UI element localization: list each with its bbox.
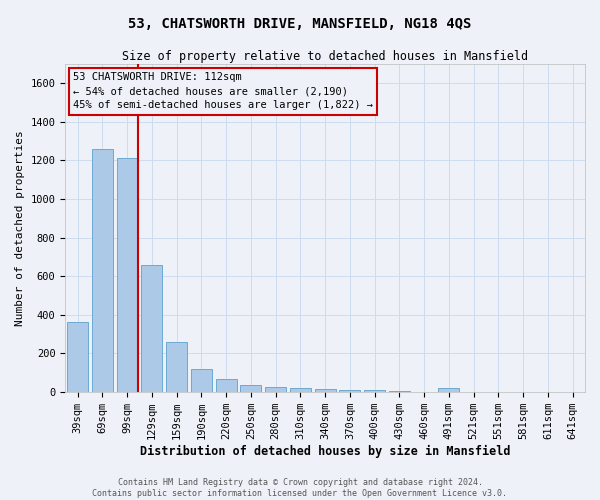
Bar	[215, 378, 236, 392]
Bar	[67, 322, 88, 392]
Bar	[116, 158, 137, 392]
Bar	[364, 390, 385, 392]
Title: Size of property relative to detached houses in Mansfield: Size of property relative to detached ho…	[122, 50, 528, 63]
Bar	[191, 368, 212, 392]
Bar	[389, 390, 410, 392]
Text: Contains HM Land Registry data © Crown copyright and database right 2024.
Contai: Contains HM Land Registry data © Crown c…	[92, 478, 508, 498]
Bar	[142, 266, 163, 392]
Bar	[439, 388, 460, 392]
Bar	[241, 384, 262, 392]
Bar	[265, 387, 286, 392]
Bar	[290, 388, 311, 392]
Bar	[166, 342, 187, 392]
Text: 53 CHATSWORTH DRIVE: 112sqm
← 54% of detached houses are smaller (2,190)
45% of : 53 CHATSWORTH DRIVE: 112sqm ← 54% of det…	[73, 72, 373, 110]
Bar	[340, 390, 361, 392]
Text: 53, CHATSWORTH DRIVE, MANSFIELD, NG18 4QS: 53, CHATSWORTH DRIVE, MANSFIELD, NG18 4Q…	[128, 18, 472, 32]
Y-axis label: Number of detached properties: Number of detached properties	[15, 130, 25, 326]
X-axis label: Distribution of detached houses by size in Mansfield: Distribution of detached houses by size …	[140, 444, 511, 458]
Bar	[314, 390, 335, 392]
Bar	[92, 149, 113, 392]
